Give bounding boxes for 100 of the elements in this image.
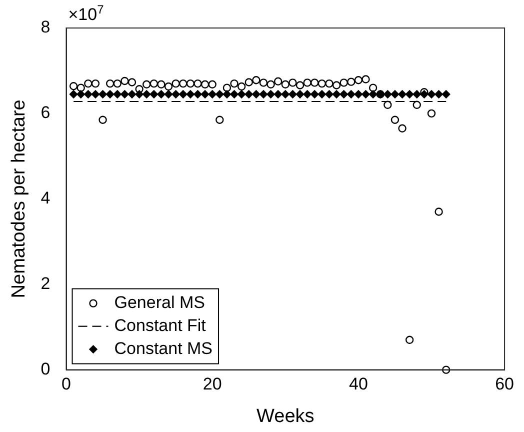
- point: [179, 79, 188, 88]
- point: [98, 116, 107, 124]
- point: [237, 90, 246, 98]
- point: [216, 90, 224, 98]
- y-tick-label: 6: [40, 103, 50, 122]
- point: [398, 124, 406, 133]
- point: [150, 79, 158, 88]
- legend-label: Constant Fit: [114, 316, 206, 335]
- legend-label: Constant MS: [114, 338, 213, 358]
- point: [362, 75, 370, 84]
- point: [274, 90, 282, 98]
- point: [325, 90, 334, 98]
- point: [208, 90, 216, 98]
- point: [266, 80, 275, 88]
- point: [200, 80, 210, 88]
- point: [164, 90, 173, 98]
- point: [303, 78, 312, 87]
- point: [252, 76, 260, 84]
- point: [237, 82, 246, 91]
- point: [318, 90, 326, 98]
- point: [427, 90, 436, 98]
- point: [390, 116, 400, 124]
- point: [120, 90, 129, 98]
- point: [347, 90, 356, 98]
- point: [106, 79, 114, 88]
- point: [113, 79, 122, 88]
- x-axis-title: Weeks: [256, 406, 314, 427]
- point: [340, 78, 348, 87]
- point: [354, 90, 363, 98]
- point: [288, 90, 297, 98]
- y-tick-label: 0: [40, 359, 50, 378]
- point: [368, 90, 378, 98]
- x-tick-label: 20: [202, 374, 222, 394]
- point: [128, 90, 136, 98]
- point: [354, 76, 363, 84]
- point: [362, 90, 370, 98]
- point: [157, 80, 166, 88]
- point: [296, 81, 304, 90]
- point: [216, 116, 224, 124]
- point: [106, 90, 114, 98]
- point: [135, 84, 144, 94]
- point: [244, 90, 253, 98]
- point: [442, 90, 450, 98]
- point: [266, 90, 275, 98]
- point: [194, 79, 202, 88]
- point: [310, 78, 319, 87]
- point: [76, 84, 85, 92]
- point: [347, 78, 356, 86]
- point: [84, 79, 92, 88]
- point: [398, 90, 406, 98]
- point: [259, 90, 268, 98]
- legend-label: General MS: [114, 292, 205, 312]
- point: [405, 336, 414, 344]
- point: [222, 84, 232, 92]
- point: [442, 366, 450, 374]
- point: [113, 90, 122, 98]
- y-axis-title: Nematodes per hectare: [8, 100, 30, 298]
- point: [222, 90, 232, 98]
- y-tick-label: 8: [40, 18, 50, 37]
- point: [384, 100, 392, 110]
- point: [91, 79, 100, 88]
- point: [150, 90, 158, 98]
- point: [120, 76, 129, 86]
- point: [412, 100, 421, 110]
- point: [405, 90, 414, 98]
- point: [230, 90, 238, 98]
- point: [84, 90, 92, 98]
- point: [332, 90, 341, 98]
- point: [179, 90, 188, 98]
- point: [230, 79, 238, 88]
- point: [194, 90, 202, 98]
- x-tick-label: 40: [348, 374, 368, 394]
- point: [340, 90, 348, 98]
- point: [390, 90, 400, 98]
- point: [200, 90, 210, 98]
- point: [274, 77, 282, 86]
- point: [259, 78, 268, 87]
- point: [368, 84, 378, 92]
- point: [427, 109, 436, 118]
- point: [69, 90, 78, 98]
- point: [208, 80, 216, 88]
- point: [91, 90, 100, 98]
- point: [244, 78, 253, 86]
- point: [281, 90, 290, 98]
- point: [142, 90, 151, 98]
- point: [332, 81, 341, 90]
- point: [172, 79, 180, 88]
- x-tick-label: 60: [495, 374, 514, 394]
- point: [310, 90, 319, 98]
- point: [434, 208, 443, 216]
- point: [303, 90, 312, 98]
- point: [288, 78, 297, 87]
- point: [186, 79, 195, 88]
- point: [296, 90, 304, 98]
- point: [186, 90, 195, 98]
- point: [434, 90, 443, 98]
- point: [157, 90, 166, 98]
- point: [318, 79, 326, 88]
- y-tick-label: 2: [40, 274, 50, 294]
- y-tick-label: 4: [40, 188, 50, 208]
